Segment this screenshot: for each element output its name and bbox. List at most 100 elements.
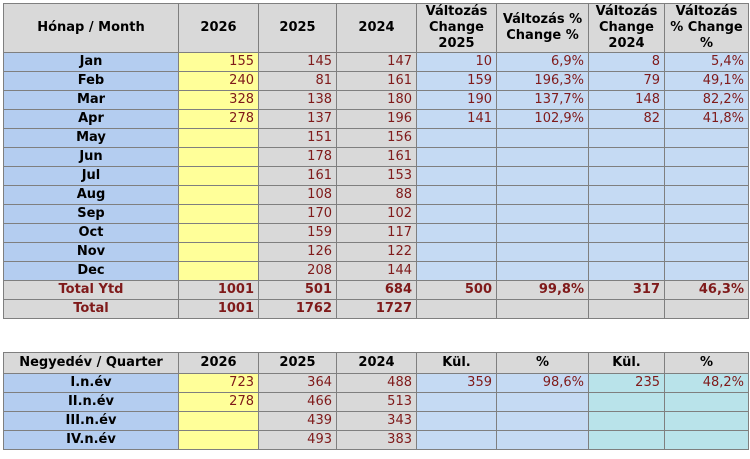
change-2024[interactable]: 8 [588, 52, 665, 72]
total-pct-2024[interactable] [664, 299, 749, 319]
value-2025[interactable]: 145 [258, 52, 337, 72]
change-2025[interactable] [416, 242, 497, 262]
value-2025[interactable]: 108 [258, 185, 337, 205]
quarter-label[interactable]: II.n.év [3, 392, 179, 412]
value-2026[interactable]: 328 [178, 90, 259, 110]
month-label[interactable]: Jun [3, 147, 179, 167]
value-2025[interactable]: 126 [258, 242, 337, 262]
value-2026[interactable] [178, 242, 259, 262]
change-2024[interactable] [588, 147, 665, 167]
change-2024[interactable] [588, 166, 665, 186]
ytd-2024[interactable]: 684 [336, 280, 417, 300]
value-2026[interactable] [178, 147, 259, 167]
change-2024[interactable] [588, 204, 665, 224]
q-pct-2025[interactable] [496, 411, 589, 431]
header-change-2024[interactable]: Változás Change 2024 [588, 3, 665, 53]
ytd-pct-2025[interactable]: 99,8% [496, 280, 589, 300]
month-label[interactable]: Oct [3, 223, 179, 243]
change-2024[interactable]: 148 [588, 90, 665, 110]
qheader-2026[interactable]: 2026 [178, 352, 259, 374]
q-value-2025[interactable]: 439 [258, 411, 337, 431]
quarter-label[interactable]: IV.n.év [3, 430, 179, 450]
total-change-2025[interactable] [416, 299, 497, 319]
value-2026[interactable]: 278 [178, 109, 259, 129]
change-2024[interactable] [588, 128, 665, 148]
value-2026[interactable] [178, 261, 259, 281]
pct-change-2024[interactable] [664, 185, 749, 205]
value-2024[interactable]: 144 [336, 261, 417, 281]
total-label[interactable]: Total [3, 299, 179, 319]
q-pct-2025[interactable]: 98,6% [496, 373, 589, 393]
change-2024[interactable]: 79 [588, 71, 665, 91]
value-2025[interactable]: 151 [258, 128, 337, 148]
qheader-2024[interactable]: 2024 [336, 352, 417, 374]
total-2024[interactable]: 1727 [336, 299, 417, 319]
pct-change-2024[interactable]: 82,2% [664, 90, 749, 110]
q-pct-2024[interactable] [664, 430, 749, 450]
pct-change-2024[interactable]: 41,8% [664, 109, 749, 129]
value-2025[interactable]: 81 [258, 71, 337, 91]
month-label[interactable]: Jan [3, 52, 179, 72]
value-2024[interactable]: 161 [336, 147, 417, 167]
month-label[interactable]: Sep [3, 204, 179, 224]
qheader-pct-2025[interactable]: % [496, 352, 589, 374]
ytd-change-2024[interactable]: 317 [588, 280, 665, 300]
value-2026[interactable]: 240 [178, 71, 259, 91]
q-pct-2025[interactable] [496, 392, 589, 412]
change-2025[interactable]: 190 [416, 90, 497, 110]
value-2025[interactable]: 170 [258, 204, 337, 224]
header-2025[interactable]: 2025 [258, 3, 337, 53]
q-diff-2025[interactable] [416, 411, 497, 431]
change-2024[interactable]: 82 [588, 109, 665, 129]
value-2024[interactable]: 156 [336, 128, 417, 148]
total-change-2024[interactable] [588, 299, 665, 319]
qheader-2025[interactable]: 2025 [258, 352, 337, 374]
pct-change-2024[interactable] [664, 204, 749, 224]
value-2024[interactable]: 196 [336, 109, 417, 129]
month-label[interactable]: Mar [3, 90, 179, 110]
total-pct-2025[interactable] [496, 299, 589, 319]
value-2025[interactable]: 208 [258, 261, 337, 281]
q-value-2026[interactable] [178, 430, 259, 450]
change-2025[interactable] [416, 223, 497, 243]
quarter-label[interactable]: I.n.év [3, 373, 179, 393]
ytd-change-2025[interactable]: 500 [416, 280, 497, 300]
value-2024[interactable]: 153 [336, 166, 417, 186]
value-2025[interactable]: 178 [258, 147, 337, 167]
q-pct-2024[interactable] [664, 392, 749, 412]
pct-change-2025[interactable] [496, 223, 589, 243]
month-label[interactable]: Apr [3, 109, 179, 129]
q-value-2024[interactable]: 488 [336, 373, 417, 393]
month-label[interactable]: Jul [3, 166, 179, 186]
value-2024[interactable]: 122 [336, 242, 417, 262]
value-2026[interactable] [178, 166, 259, 186]
header-pct-2025[interactable]: Változás % Change % [496, 3, 589, 53]
change-2025[interactable] [416, 147, 497, 167]
q-value-2025[interactable]: 364 [258, 373, 337, 393]
q-diff-2024[interactable]: 235 [588, 373, 665, 393]
change-2025[interactable] [416, 185, 497, 205]
value-2024[interactable]: 161 [336, 71, 417, 91]
pct-change-2025[interactable] [496, 204, 589, 224]
qheader-diff-2024[interactable]: Kül. [588, 352, 665, 374]
q-value-2025[interactable]: 493 [258, 430, 337, 450]
change-2025[interactable]: 10 [416, 52, 497, 72]
pct-change-2024[interactable] [664, 261, 749, 281]
q-value-2024[interactable]: 343 [336, 411, 417, 431]
header-quarter[interactable]: Negyedév / Quarter [3, 352, 179, 374]
pct-change-2024[interactable] [664, 166, 749, 186]
total-ytd-label[interactable]: Total Ytd [3, 280, 179, 300]
value-2026[interactable] [178, 204, 259, 224]
q-diff-2025[interactable] [416, 430, 497, 450]
q-value-2026[interactable]: 723 [178, 373, 259, 393]
change-2024[interactable] [588, 261, 665, 281]
q-diff-2024[interactable] [588, 411, 665, 431]
month-label[interactable]: Nov [3, 242, 179, 262]
pct-change-2025[interactable] [496, 261, 589, 281]
value-2025[interactable]: 137 [258, 109, 337, 129]
change-2025[interactable]: 141 [416, 109, 497, 129]
change-2024[interactable] [588, 223, 665, 243]
value-2026[interactable] [178, 128, 259, 148]
header-2026[interactable]: 2026 [178, 3, 259, 53]
q-value-2026[interactable]: 278 [178, 392, 259, 412]
